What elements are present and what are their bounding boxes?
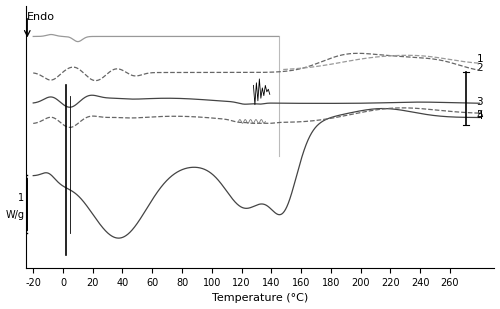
Text: 1: 1 [18,193,25,203]
Text: W/g: W/g [6,210,25,220]
Text: 3: 3 [476,97,483,107]
Text: 1: 1 [476,54,483,64]
Text: 5: 5 [476,110,483,120]
Text: Endo: Endo [28,12,56,22]
Text: 2: 2 [476,63,483,73]
Text: 4: 4 [476,111,483,121]
X-axis label: Temperature (°C): Temperature (°C) [212,294,308,303]
